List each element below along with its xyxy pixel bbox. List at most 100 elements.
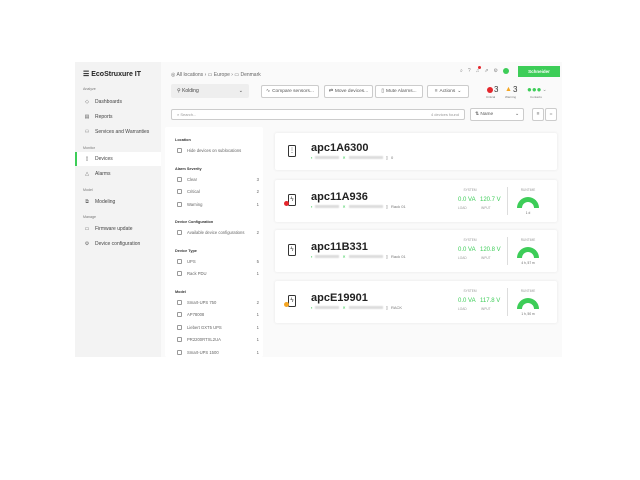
system-label: SYSTEM: [463, 289, 477, 293]
notification-icon[interactable]: ♫: [475, 66, 482, 74]
list-icon: ≡: [536, 112, 540, 117]
schneider-logo: Schneider: [518, 66, 560, 77]
critical-alarm-icon: [284, 201, 289, 206]
device-card[interactable]: ϟ apc11B331 ▪ ✕ ▯ Rack 01 SYSTEM 0.0 VA 120…: [275, 230, 557, 272]
runtime-label: RUNTIME: [520, 188, 536, 192]
sidebar-item-devices[interactable]: ▯ Devices: [75, 152, 161, 166]
search-input[interactable]: ⌕ Search... 4 devices found: [171, 109, 465, 120]
filter-option[interactable]: PR2200RTXL2UA 1: [177, 337, 259, 342]
device-card[interactable]: ⋮ apc1A6300 ▪ ✕ ▯ 0: [275, 133, 557, 170]
filter-option[interactable]: Clear 3: [177, 176, 259, 182]
help-icon[interactable]: ?: [467, 68, 471, 74]
warning-icon: ▲: [505, 86, 512, 93]
location-select[interactable]: ⚲ Kolding ⌄: [171, 84, 249, 98]
list-icon: ≡: [434, 89, 438, 94]
globe-icon: ◎: [171, 72, 176, 78]
sidebar-item-modeling[interactable]: ⧉ Modeling: [85, 199, 116, 205]
sort-select[interactable]: ⇅ Name ⌄: [470, 108, 524, 121]
sidebar-item-device-config[interactable]: ⚙ Device configuration: [84, 241, 141, 247]
load-label: LOAD: [458, 307, 467, 311]
breadcrumb-item[interactable]: All locations: [176, 72, 204, 78]
runtime-value: 4 h, 57 m: [521, 261, 535, 265]
filter-option[interactable]: Available device configurations 2: [177, 230, 259, 235]
move-icon: ⇄: [328, 89, 333, 94]
checkbox[interactable]: [177, 176, 182, 182]
compact-view-button[interactable]: =: [545, 108, 557, 121]
filter-option[interactable]: Liebert GXT5 UPS 1: [177, 324, 259, 330]
filter-option[interactable]: Hide devices on sublocations: [177, 148, 259, 153]
compare-sensors-button[interactable]: ∿ Compare sensors...: [261, 85, 319, 98]
warning-alarm-icon: [284, 302, 289, 307]
settings-icon[interactable]: ⚙: [493, 68, 499, 74]
ip-icon: ▪: [311, 305, 313, 310]
filter-option[interactable]: AP78008 1: [177, 312, 259, 317]
filter-option[interactable]: Rack PDU 1: [177, 271, 259, 276]
critical-label: Critical: [486, 95, 496, 99]
menu-icon[interactable]: ☰: [83, 71, 92, 78]
app-window: ☰ EcoStruxure IT Analyze ◇ Dashboards ▤ Re…: [75, 62, 562, 357]
chevron-down-icon: ⌄: [542, 86, 547, 93]
filter-option[interactable]: Smart-UPS 750 2: [177, 299, 259, 305]
checkbox[interactable]: [177, 258, 182, 264]
device-name[interactable]: apc11A936: [311, 191, 368, 203]
location-pin-icon: ⚲: [177, 88, 183, 94]
checkbox[interactable]: [177, 148, 182, 153]
checkbox[interactable]: [177, 299, 182, 305]
sidebar-item-services[interactable]: ⚇ Services and Warranties: [84, 129, 150, 135]
contacts-status[interactable]: ●●● ⌄: [527, 85, 547, 94]
filter-heading: Device Configuration: [175, 220, 214, 224]
checkbox[interactable]: [177, 337, 182, 342]
firmware-icon: ▭: [84, 226, 90, 232]
checkbox[interactable]: [177, 201, 182, 207]
checkbox[interactable]: [177, 349, 182, 355]
list-view-button[interactable]: ≡: [532, 108, 544, 121]
input-value: 120.8 V: [480, 247, 501, 253]
warning-count[interactable]: ▲ 3: [505, 85, 518, 94]
runtime-gauge: [517, 298, 539, 309]
device-card[interactable]: ϟ apc11A936 ▪ ✕ ▯ Rack 01 SYSTEM 0.0 VA 120…: [275, 180, 557, 222]
checkbox[interactable]: [177, 271, 182, 276]
divider: [507, 187, 508, 215]
breadcrumb-item[interactable]: Europe: [213, 72, 230, 78]
sidebar-item-reports[interactable]: ▤ Reports: [84, 114, 113, 120]
device-card[interactable]: ϟ apcE19901 ▪ ✕ ▯ RACK SYSTEM 0.0 VA 117.8 …: [275, 281, 557, 323]
rack-icon: ▯: [385, 254, 388, 259]
share-icon[interactable]: ⇗: [484, 68, 489, 74]
load-value: 0.0 VA: [458, 298, 476, 304]
filter-heading: Device Type: [175, 248, 197, 253]
rack-icon: ▯: [385, 305, 388, 310]
device-meta: ▪ ✕ ▯ Rack 01: [311, 254, 406, 259]
sidebar-item-dashboards[interactable]: ◇ Dashboards: [85, 99, 122, 105]
rack-icon: ▯: [385, 204, 388, 209]
chevron-down-icon: ⌄: [457, 89, 462, 94]
input-value: 120.7 V: [480, 197, 501, 203]
critical-count[interactable]: 3: [487, 85, 498, 94]
move-devices-button[interactable]: ⇄ Move devices...: [324, 85, 373, 98]
load-label: LOAD: [458, 206, 467, 210]
filter-option[interactable]: Warning 1: [177, 201, 259, 207]
compact-icon: =: [549, 112, 553, 117]
sidebar-item-firmware[interactable]: ▭ Firmware update: [84, 226, 133, 232]
report-icon: ▤: [84, 114, 90, 120]
device-name[interactable]: apcE19901: [311, 292, 368, 304]
device-name[interactable]: apc11B331: [311, 241, 368, 253]
checkbox[interactable]: [177, 230, 182, 235]
breadcrumb-item[interactable]: Denmark: [240, 72, 261, 78]
mute-alarms-button[interactable]: ▯ Mute Alarms...: [375, 85, 423, 98]
filter-heading: Alarm Severity: [175, 166, 202, 171]
search-icon[interactable]: ⌕: [460, 68, 463, 74]
device-name[interactable]: apc1A6300: [311, 141, 369, 154]
actions-button[interactable]: ≡ Actions ⌄: [427, 85, 469, 98]
checkbox[interactable]: [177, 312, 182, 317]
filter-heading: Model: [175, 289, 186, 294]
filter-option[interactable]: Smart-UPS 1500 1: [177, 349, 259, 355]
sidebar-item-alarms[interactable]: △ Alarms: [85, 171, 111, 177]
runtime-label: RUNTIME: [520, 238, 536, 242]
filter-option[interactable]: Critical 2: [177, 189, 259, 194]
checkbox[interactable]: [177, 324, 182, 330]
checkbox[interactable]: [177, 189, 182, 194]
input-label: INPUT: [481, 307, 491, 311]
user-avatar[interactable]: [503, 68, 510, 74]
filter-option[interactable]: UPS 5: [177, 258, 259, 264]
runtime-value: 1 h, 50 m: [521, 312, 535, 316]
